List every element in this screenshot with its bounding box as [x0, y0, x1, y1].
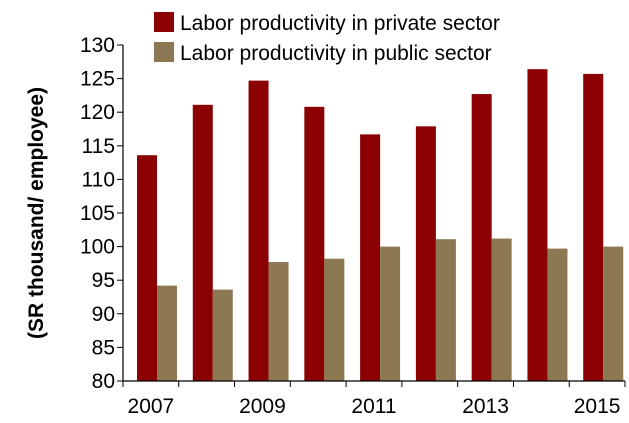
bar-public-2010: [324, 258, 345, 381]
y-tick-label: 115: [82, 135, 115, 158]
x-tick-label: 2011: [351, 395, 396, 418]
legend-swatch-private: [154, 12, 174, 32]
bar-public-2008: [212, 289, 233, 381]
bar-private-2011: [360, 134, 381, 381]
legend-label-public: Labor productivity in public sector: [180, 42, 492, 65]
legend: Labor productivity in private sector Lab…: [154, 12, 500, 65]
bars: [137, 69, 624, 382]
bar-private-2015: [583, 73, 604, 382]
y-tick-label: 90: [92, 303, 115, 326]
x-tick-label: 2013: [462, 395, 509, 418]
y-tick-label: 100: [80, 236, 115, 259]
bar-public-2007: [157, 285, 177, 381]
bar-public-2015: [603, 246, 624, 381]
x-axis-ticks: 2007 2009 2011 2013 2015: [122, 381, 626, 418]
axes: [122, 45, 625, 382]
bar-public-2009: [268, 262, 289, 381]
y-tick-label: 85: [92, 336, 115, 359]
x-tick-label: 2007: [128, 395, 175, 418]
y-tick-label: 105: [80, 202, 115, 225]
bar-public-2014: [547, 248, 568, 381]
bar-public-2013: [491, 238, 512, 381]
bar-private-2013: [471, 94, 492, 381]
y-tick-label: 110: [82, 168, 115, 191]
y-axis-title: (SR thousand/ employee): [25, 87, 48, 339]
y-axis-ticks: 80 85 90 95 100 105 110 115 120 125 130: [80, 34, 123, 393]
legend-label-private: Labor productivity in private sector: [180, 12, 500, 35]
bar-private-2014: [527, 69, 548, 381]
x-tick-label: 2015: [574, 395, 621, 418]
bar-public-2011: [380, 246, 401, 381]
x-tick-label: 2009: [239, 395, 286, 418]
bar-private-2007: [137, 155, 157, 381]
bar-private-2010: [304, 106, 325, 381]
bar-public-2012: [435, 239, 456, 381]
bar-private-2008: [192, 104, 213, 382]
legend-swatch-public: [154, 42, 174, 62]
y-tick-label: 120: [80, 101, 115, 124]
y-tick-label: 125: [80, 68, 115, 91]
y-tick-label: 80: [92, 370, 115, 393]
y-tick-label: 130: [80, 34, 115, 57]
bar-private-2009: [248, 80, 269, 381]
bar-private-2012: [415, 126, 436, 381]
y-tick-label: 95: [92, 269, 115, 292]
